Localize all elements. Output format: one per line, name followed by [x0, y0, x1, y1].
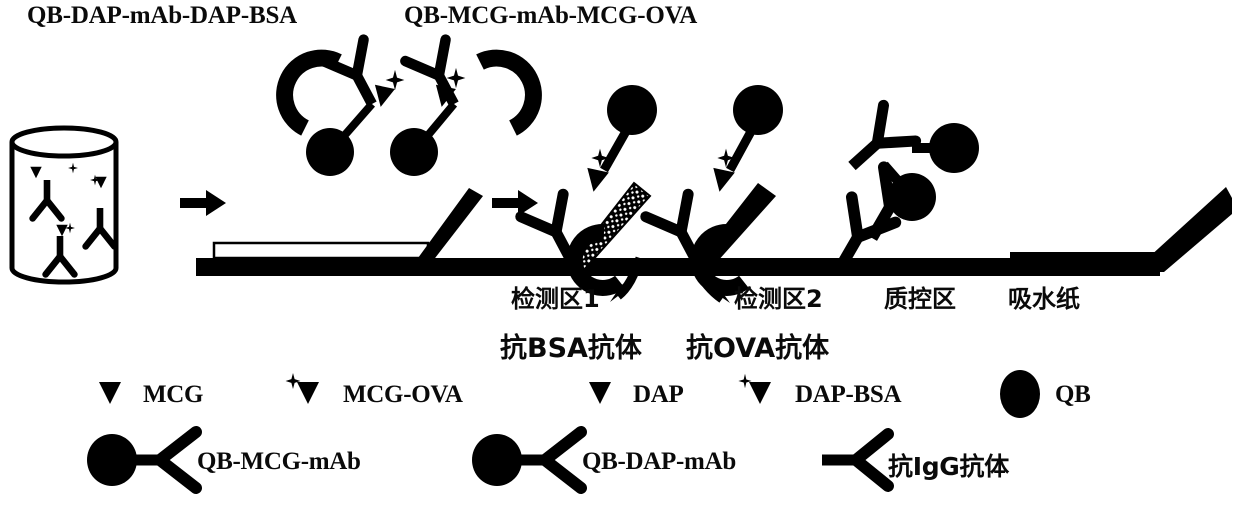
qb-conjugate-complex-left — [306, 40, 404, 176]
legend-icon-mcg-ova — [286, 373, 319, 404]
legend-label-dap: DAP — [633, 381, 683, 409]
legend-icon-anti-igg — [822, 434, 888, 486]
sample-beaker — [12, 128, 116, 282]
label-anti-ova-antibody: 抗OVA抗体 — [686, 326, 829, 365]
label-control-zone: 质控区 — [884, 279, 956, 314]
flow-arrow-2 — [492, 190, 538, 216]
legend-icon-qb — [1000, 370, 1040, 418]
label-test-zone-2: 检测区2 — [734, 279, 823, 314]
conjugate-label-mcg: QB-MCG-mAb-MCG-OVA — [404, 2, 697, 30]
legend-icon-dap-bsa — [738, 374, 771, 404]
legend-icon-qb-dap-mab — [472, 432, 581, 488]
legend-label-mcg-ova: MCG-OVA — [343, 381, 463, 409]
legend-label-qb-dap-mab: QB-DAP-mAb — [582, 448, 736, 476]
label-test-zone-1: 检测区1 — [511, 279, 600, 314]
conjugate-label-dap: QB-DAP-mAb-DAP-BSA — [27, 2, 297, 30]
legend-icon-dap — [589, 382, 611, 404]
diagram-canvas: QB-DAP-mAb-DAP-BSA QB-MCG-mAb-MCG-OVA 检测… — [0, 0, 1239, 500]
legend-icon-mcg — [99, 382, 121, 404]
label-anti-bsa-antibody: 抗BSA抗体 — [500, 326, 642, 365]
conjugate-pad — [418, 188, 483, 262]
flow-arrow-1 — [180, 190, 226, 216]
absorbent-pad-shape — [1148, 187, 1232, 272]
legend-label-anti-igg: 抗IgG抗体 — [888, 447, 1009, 483]
qb-conjugate-complex-right — [390, 40, 474, 176]
legend-icon-qb-mcg-mab — [87, 432, 196, 488]
legend-label-qb-mcg-mab: QB-MCG-mAb — [197, 448, 361, 476]
legend-label-mcg: MCG — [143, 381, 203, 409]
test-line-2 — [646, 85, 783, 288]
free-antibody-arc-right — [480, 58, 533, 128]
label-absorbent-pad: 吸水纸 — [1008, 279, 1080, 314]
control-line — [818, 105, 979, 280]
sample-pad — [214, 243, 428, 258]
legend-label-qb: QB — [1055, 381, 1091, 409]
legend-label-dap-bsa: DAP-BSA — [795, 381, 901, 409]
